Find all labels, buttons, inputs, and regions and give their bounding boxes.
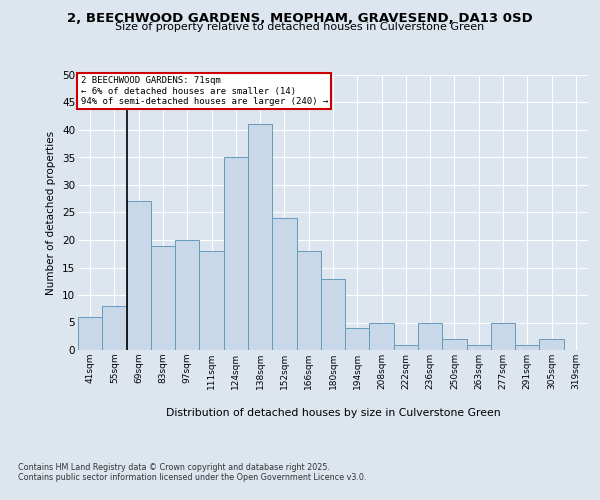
Bar <box>491 322 515 350</box>
Text: 2, BEECHWOOD GARDENS, MEOPHAM, GRAVESEND, DA13 0SD: 2, BEECHWOOD GARDENS, MEOPHAM, GRAVESEND… <box>67 12 533 26</box>
Text: Distribution of detached houses by size in Culverstone Green: Distribution of detached houses by size … <box>166 408 500 418</box>
Bar <box>272 218 296 350</box>
Bar <box>248 124 272 350</box>
Text: Contains public sector information licensed under the Open Government Licence v3: Contains public sector information licen… <box>18 472 367 482</box>
Text: 2 BEECHWOOD GARDENS: 71sqm
← 6% of detached houses are smaller (14)
94% of semi-: 2 BEECHWOOD GARDENS: 71sqm ← 6% of detac… <box>80 76 328 106</box>
Bar <box>515 344 539 350</box>
Bar <box>539 339 564 350</box>
Bar <box>102 306 127 350</box>
Bar <box>175 240 199 350</box>
Bar <box>394 344 418 350</box>
Bar <box>321 278 345 350</box>
Bar <box>199 251 224 350</box>
Y-axis label: Number of detached properties: Number of detached properties <box>46 130 56 294</box>
Bar <box>345 328 370 350</box>
Bar <box>224 158 248 350</box>
Bar <box>78 317 102 350</box>
Bar <box>296 251 321 350</box>
Bar <box>467 344 491 350</box>
Bar <box>418 322 442 350</box>
Text: Size of property relative to detached houses in Culverstone Green: Size of property relative to detached ho… <box>115 22 485 32</box>
Text: Contains HM Land Registry data © Crown copyright and database right 2025.: Contains HM Land Registry data © Crown c… <box>18 462 330 471</box>
Bar <box>127 202 151 350</box>
Bar <box>151 246 175 350</box>
Bar <box>370 322 394 350</box>
Bar <box>442 339 467 350</box>
